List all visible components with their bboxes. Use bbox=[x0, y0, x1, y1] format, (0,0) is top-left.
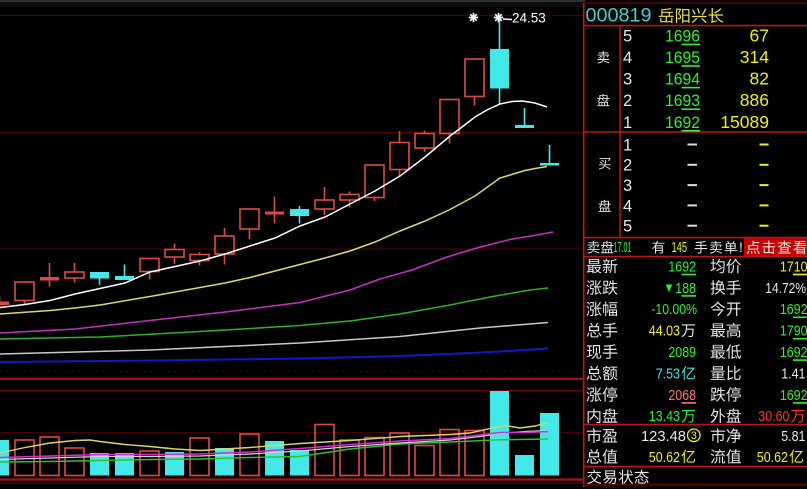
svg-text:123.48: 123.48 bbox=[641, 429, 686, 445]
svg-text:1: 1 bbox=[623, 114, 632, 132]
svg-text:82: 82 bbox=[750, 69, 769, 89]
svg-text:4: 4 bbox=[623, 49, 632, 67]
svg-text:1693: 1693 bbox=[665, 91, 700, 110]
svg-text:15089: 15089 bbox=[720, 112, 769, 132]
svg-text:1710: 1710 bbox=[780, 259, 807, 275]
svg-text:1: 1 bbox=[623, 136, 632, 154]
svg-text:1692: 1692 bbox=[780, 345, 807, 361]
svg-text:5: 5 bbox=[623, 27, 632, 45]
svg-text:000819: 000819 bbox=[586, 5, 652, 27]
svg-text:3: 3 bbox=[691, 430, 697, 442]
svg-text:145: 145 bbox=[672, 239, 688, 256]
svg-text:1692: 1692 bbox=[780, 388, 807, 404]
svg-text:5.81: 5.81 bbox=[781, 429, 805, 445]
svg-text:1696: 1696 bbox=[665, 26, 700, 45]
svg-text:-10.00%: -10.00% bbox=[651, 302, 697, 318]
svg-text:2089: 2089 bbox=[668, 345, 696, 361]
svg-text:14.72%: 14.72% bbox=[765, 281, 806, 297]
svg-text:1692: 1692 bbox=[780, 302, 807, 318]
svg-text:!: ! bbox=[739, 239, 743, 255]
svg-text:1790: 1790 bbox=[780, 324, 807, 340]
svg-text:1695: 1695 bbox=[665, 48, 700, 67]
svg-text:2068: 2068 bbox=[668, 388, 696, 404]
svg-text:1692: 1692 bbox=[665, 113, 700, 132]
svg-text:50.62: 50.62 bbox=[649, 450, 680, 466]
svg-text:188: 188 bbox=[675, 281, 696, 297]
svg-text:314: 314 bbox=[740, 47, 769, 67]
svg-text:886: 886 bbox=[740, 90, 769, 110]
svg-text:1.41: 1.41 bbox=[781, 366, 805, 382]
svg-text:2: 2 bbox=[623, 157, 632, 175]
svg-text:30.60: 30.60 bbox=[758, 409, 789, 425]
svg-text:50.62: 50.62 bbox=[757, 450, 788, 466]
svg-text:4: 4 bbox=[623, 197, 632, 215]
svg-text:5: 5 bbox=[623, 218, 632, 236]
svg-text:3: 3 bbox=[623, 71, 632, 89]
svg-text:17.01: 17.01 bbox=[614, 239, 632, 256]
svg-text:67: 67 bbox=[750, 25, 769, 45]
svg-text:1692: 1692 bbox=[668, 259, 696, 275]
svg-text:7.53: 7.53 bbox=[656, 366, 680, 382]
svg-text:44.03: 44.03 bbox=[649, 324, 680, 340]
svg-text:3: 3 bbox=[623, 177, 632, 195]
svg-text:1694: 1694 bbox=[665, 70, 700, 89]
svg-text:2: 2 bbox=[623, 92, 632, 110]
svg-text:13.43: 13.43 bbox=[649, 409, 680, 425]
svg-text:24.53: 24.53 bbox=[512, 11, 546, 26]
